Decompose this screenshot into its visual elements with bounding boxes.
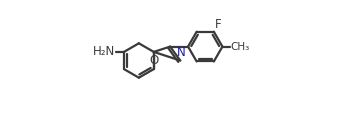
Text: F: F (214, 18, 221, 30)
Text: O: O (149, 54, 158, 67)
Text: CH₃: CH₃ (230, 42, 250, 52)
Text: N: N (177, 46, 185, 59)
Text: H₂N: H₂N (93, 45, 115, 58)
